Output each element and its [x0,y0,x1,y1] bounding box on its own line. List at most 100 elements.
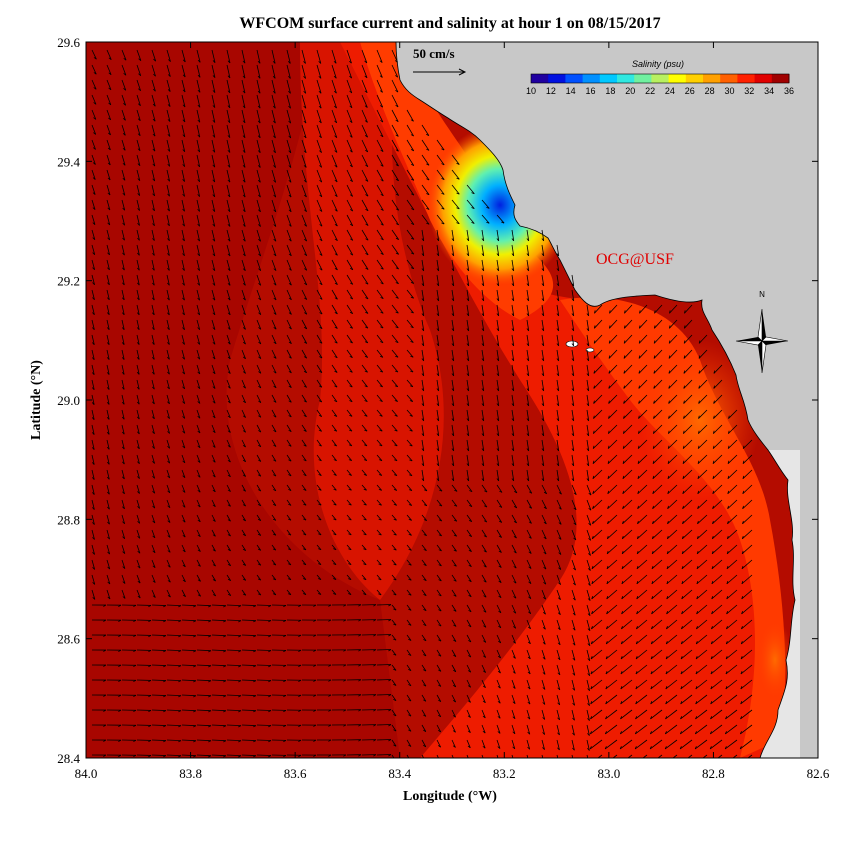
current-vector-head [258,224,261,227]
current-vector [256,244,262,257]
current-vector-head [288,75,291,79]
current-vector [698,364,708,374]
current-vector [271,154,276,168]
current-vector-head [258,238,261,242]
current-vector [666,619,678,630]
current-vector-head [167,223,170,227]
current-vector-head [591,625,593,630]
current-vector-head [273,459,277,462]
current-vector [136,439,140,449]
current-vector [421,544,427,551]
current-vector [316,274,323,285]
current-vector-head [543,551,547,555]
current-vector-head [451,373,455,377]
current-vector-head [151,342,155,345]
current-vector [196,739,212,742]
current-vector-head [558,507,562,510]
current-vector-head [408,638,412,641]
current-vector [181,334,185,345]
current-vector-head [121,357,125,360]
current-vector-head [588,553,591,556]
current-vector-head [586,418,590,422]
current-vector-head [107,237,110,241]
current-vector [651,589,663,600]
current-vector-head [334,223,338,227]
current-vector [466,439,470,451]
current-vector-head [393,489,397,491]
current-vector [607,454,618,464]
current-vector-head [136,342,140,345]
current-vector [151,469,156,479]
current-vector [682,499,693,510]
current-vector [211,289,216,301]
current-vector [541,349,545,361]
current-vector [421,214,430,225]
current-vector [556,484,562,495]
current-vector [376,664,392,666]
current-vector [391,439,398,447]
current-vector-head [178,680,182,683]
current-vector-head [92,297,95,300]
current-vector [683,394,693,404]
current-vector [316,139,322,153]
current-vector-head [348,444,352,447]
current-vector-head [556,478,560,482]
current-vector-head [92,237,96,240]
current-vector-head [133,619,137,623]
current-vector-head [680,671,683,675]
current-vector [211,259,216,271]
current-vector-head [395,119,399,123]
current-vector-head [364,355,368,358]
current-vector [571,349,575,361]
current-vector [586,499,592,511]
current-vector [637,514,648,525]
current-vector-head [680,640,683,645]
current-vector-head [242,120,246,124]
current-vector [586,679,591,691]
current-vector-head [623,400,625,404]
current-vector-head [468,609,472,613]
current-vector [91,259,96,270]
current-vector [391,574,397,581]
current-vector [481,439,485,451]
current-vector [571,664,576,676]
current-vector-head [163,755,167,758]
current-vector-head [137,565,141,569]
current-vector [331,124,338,138]
current-vector-head [394,385,398,388]
current-vector-head [227,474,231,478]
current-vector [376,169,384,182]
current-vector-head [137,595,141,599]
current-vector-head [741,565,744,569]
current-vector-head [349,414,353,417]
current-vector [301,214,307,227]
current-vector-head [242,268,246,271]
current-vector-head [452,700,456,703]
current-vector-head [592,460,595,464]
current-vector-head [426,163,430,166]
current-vector-head [513,581,517,584]
current-vector-head [606,610,609,615]
current-vector-head [710,656,713,660]
current-vector [556,364,560,376]
current-vector [451,574,457,582]
current-vector-head [456,222,460,225]
current-vector-head [328,724,332,727]
current-vector-head [208,620,212,623]
current-vector-head [727,520,729,524]
current-vector-head [92,567,95,570]
current-vector [91,529,95,540]
current-vector-head [556,433,560,437]
current-vector [637,469,648,479]
current-vector [642,754,648,758]
current-vector-head [712,505,714,509]
current-vector-head [333,563,337,566]
current-vector-head [709,731,712,735]
current-vector [166,109,171,122]
current-vector [196,574,201,582]
current-vector [391,604,397,611]
current-vector [571,484,577,495]
current-vector [91,589,96,600]
current-vector [391,244,399,255]
current-vector-head [319,341,323,344]
